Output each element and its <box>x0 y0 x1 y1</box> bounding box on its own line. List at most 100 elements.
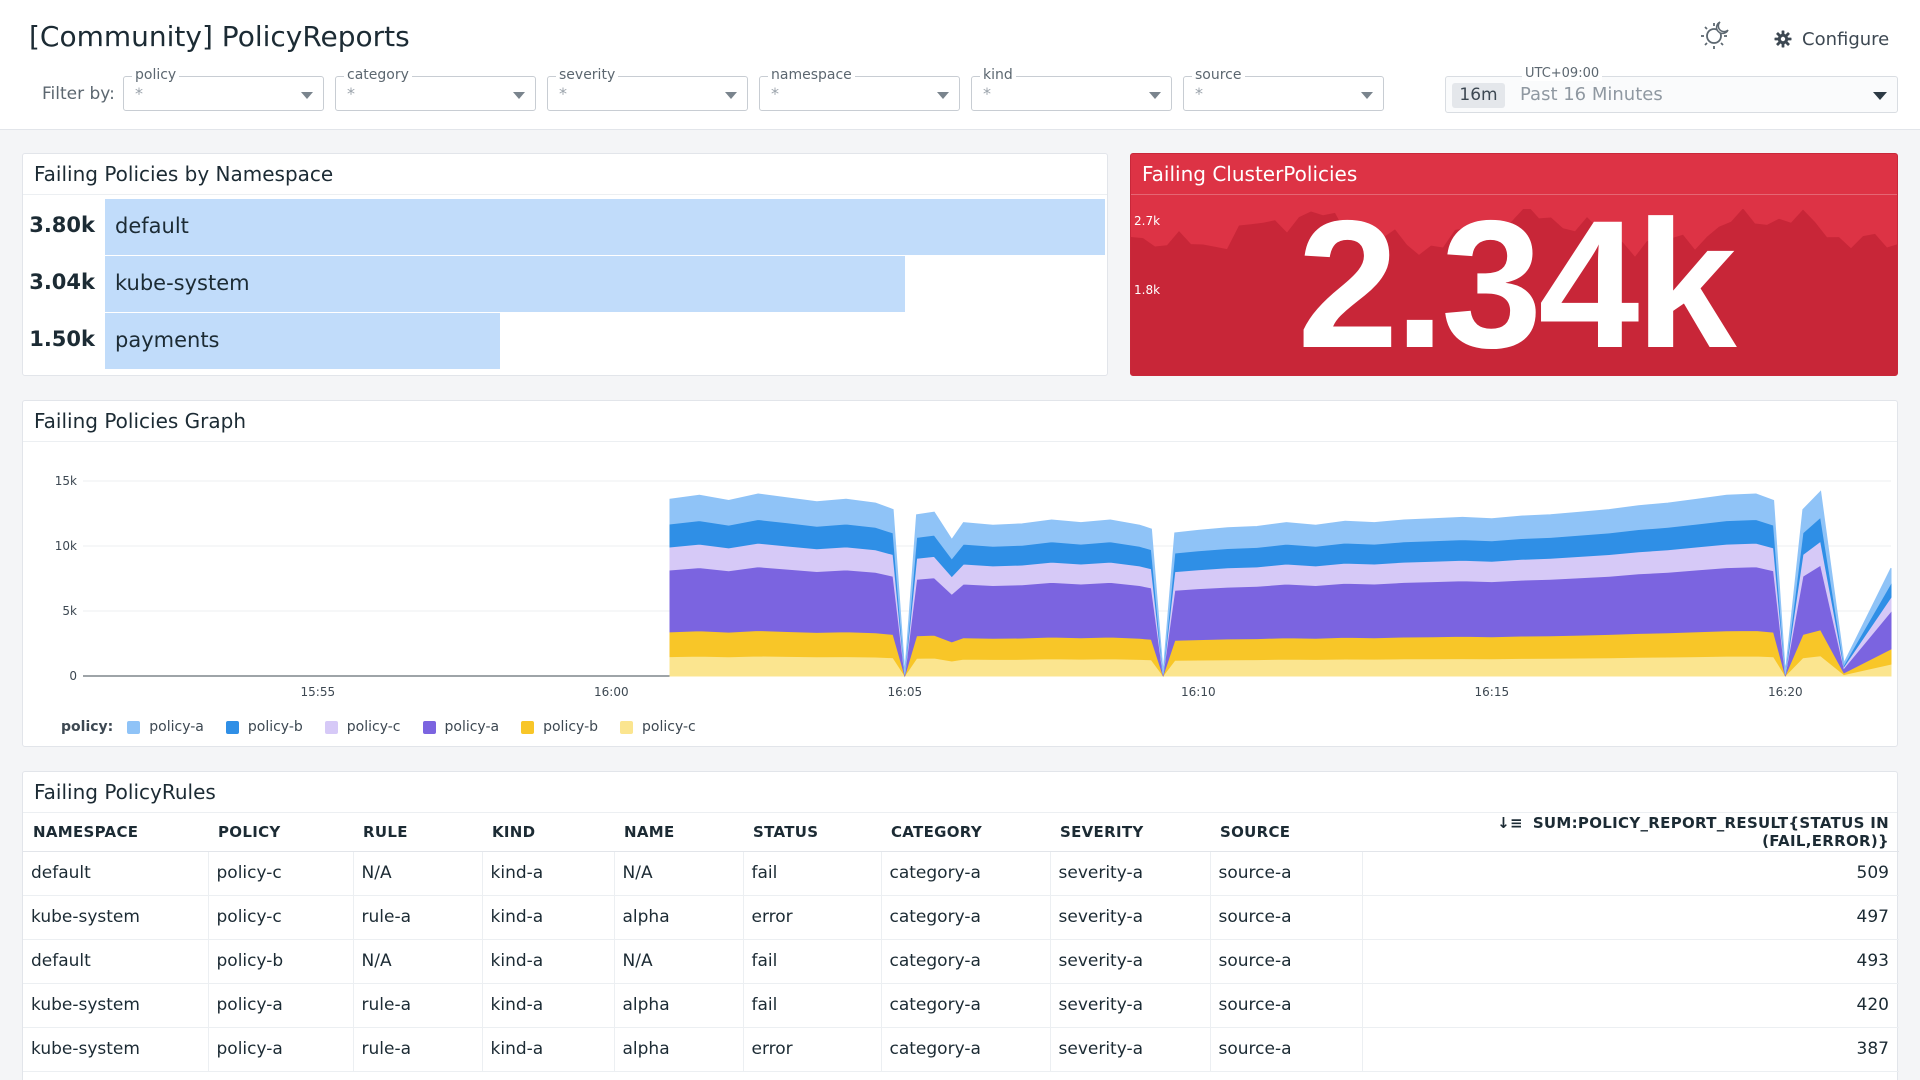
column-header-source[interactable]: SOURCE <box>1210 813 1362 852</box>
cell-namespace: kube-system <box>23 1027 209 1072</box>
filter-value: * <box>1195 84 1203 103</box>
cell-rule: N/A <box>353 851 483 896</box>
cell-kind: kind-a <box>482 983 615 1028</box>
legend-label: policy-a <box>149 719 204 735</box>
legend-item[interactable]: policy-a <box>127 719 204 735</box>
cell-policy: policy-c <box>208 895 354 940</box>
legend-item[interactable]: policy-c <box>324 719 401 735</box>
dashboard-header: [Community] PolicyReports <box>0 0 1920 130</box>
column-header-name[interactable]: NAME <box>614 813 743 852</box>
cell-value: 420 <box>1362 983 1899 1028</box>
cell-status: fail <box>743 939 882 984</box>
cell-status: error <box>743 1027 882 1072</box>
legend-label: policy-b <box>247 719 303 735</box>
x-tick-label: 16:10 <box>1181 685 1216 699</box>
cell-category: category-a <box>881 983 1051 1028</box>
divider <box>23 812 1897 813</box>
cell-name: alpha <box>614 983 744 1028</box>
column-header-severity[interactable]: SEVERITY <box>1050 813 1210 852</box>
column-header-rule[interactable]: RULE <box>353 813 482 852</box>
cell-category: category-a <box>881 1027 1051 1072</box>
legend-swatch <box>324 720 338 734</box>
cell-category: category-a <box>881 939 1051 984</box>
toplist-row[interactable]: 3.04k kube-system <box>23 256 1109 312</box>
failing-clusterpolicies-widget: Failing ClusterPolicies 2.7k 1.8k 2.34k <box>1130 153 1898 376</box>
sort-descending-icon: ↓≡ <box>1497 813 1523 832</box>
policyrules-table: NAMESPACE POLICY RULE KIND NAME STATUS C… <box>23 813 1899 1072</box>
legend-swatch <box>521 720 535 734</box>
cell-rule: rule-a <box>353 983 483 1028</box>
toplist-value: 1.50k <box>29 327 95 351</box>
chevron-down-icon <box>301 92 313 99</box>
cell-status: fail <box>743 983 882 1028</box>
configure-button[interactable]: Configure <box>1774 26 1889 52</box>
filter-label: kind <box>980 67 1016 83</box>
legend-item[interactable]: policy-a <box>422 719 499 735</box>
table-row[interactable]: default policy-b N/A kind-a N/A fail category-… <box>23 939 1899 984</box>
table-row[interactable]: kube-system policy-a rule-a kind-a alpha erro… <box>23 1027 1899 1072</box>
cell-policy: policy-a <box>208 1027 354 1072</box>
legend-swatch <box>620 720 634 734</box>
cell-value: 493 <box>1362 939 1899 984</box>
widget-title: Failing PolicyRules <box>34 780 216 804</box>
dashboard-title: [Community] PolicyReports <box>29 20 410 53</box>
cell-value: 387 <box>1362 1027 1899 1072</box>
failing-policies-graph-widget: Failing Policies Graph 0 5k 10k 15k 15:55 16:… <box>22 400 1898 747</box>
widget-title: Failing Policies Graph <box>34 409 247 433</box>
gear-icon <box>1774 30 1792 48</box>
policy-filter[interactable]: policy * <box>123 67 324 111</box>
cell-status: fail <box>743 851 882 896</box>
chevron-down-icon <box>1149 92 1161 99</box>
column-header-sum[interactable]: ↓≡ SUM:POLICY_REPORT_RESULT{STATUS IN (FA… <box>1362 813 1899 852</box>
legend-item[interactable]: policy-c <box>620 719 696 735</box>
legend-label: policy-c <box>642 719 696 735</box>
cell-kind: kind-a <box>482 895 615 940</box>
legend-item[interactable]: policy-b <box>521 719 598 735</box>
widget-title: Failing Policies by Namespace <box>34 162 334 186</box>
filter-label: namespace <box>768 67 855 83</box>
toplist-label: default <box>115 214 189 238</box>
legend-item[interactable]: policy-b <box>225 719 303 735</box>
series-area-policy-a[interactable] <box>669 490 1892 674</box>
filter-by-label: Filter by: <box>42 84 115 104</box>
category-filter[interactable]: category * <box>335 67 536 111</box>
divider <box>23 194 1107 195</box>
legend-label: policy-b <box>543 719 599 735</box>
kind-filter[interactable]: kind * <box>971 67 1172 111</box>
severity-filter[interactable]: severity * <box>547 67 748 111</box>
toplist-row[interactable]: 3.80k default <box>23 199 1109 255</box>
divider <box>1131 194 1897 195</box>
table-row[interactable]: kube-system policy-c rule-a kind-a alpha erro… <box>23 895 1899 940</box>
column-header-status[interactable]: STATUS <box>743 813 881 852</box>
toplist-label: payments <box>115 328 220 352</box>
filter-label: source <box>1192 67 1245 83</box>
column-header-namespace[interactable]: NAMESPACE <box>23 813 208 852</box>
toplist-row[interactable]: 1.50k payments <box>23 313 1109 369</box>
y-tick-label: 5k <box>62 604 77 618</box>
cell-category: category-a <box>881 851 1051 896</box>
cell-kind: kind-a <box>482 939 615 984</box>
filter-label: severity <box>556 67 619 83</box>
column-header-category[interactable]: CATEGORY <box>881 813 1050 852</box>
sparkline-y-label: 2.7k <box>1134 214 1161 228</box>
time-range-picker[interactable]: UTC+09:00 16m Past 16 Minutes <box>1445 67 1898 113</box>
theme-toggle-button[interactable] <box>1700 18 1732 54</box>
failing-policyrules-widget: Failing PolicyRules NAMESPACE POLICY RUL… <box>22 771 1899 1080</box>
table-row[interactable]: default policy-c N/A kind-a N/A fail category-… <box>23 851 1899 896</box>
cell-status: error <box>743 895 882 940</box>
column-header-kind[interactable]: KIND <box>482 813 614 852</box>
cell-name: N/A <box>614 851 744 896</box>
source-filter[interactable]: source * <box>1183 67 1384 111</box>
cell-namespace: default <box>23 851 209 896</box>
timeseries-chart[interactable]: 0 5k 10k 15k 15:55 16:00 16:05 16:10 16:15 16:20 <box>23 401 1899 701</box>
cell-kind: kind-a <box>482 851 615 896</box>
timezone-label: UTC+09:00 <box>1522 67 1603 81</box>
x-tick-label: 16:20 <box>1768 685 1803 699</box>
namespace-filter[interactable]: namespace * <box>759 67 960 111</box>
x-tick-label: 15:55 <box>301 685 336 699</box>
column-header-policy[interactable]: POLICY <box>208 813 353 852</box>
cell-kind: kind-a <box>482 1027 615 1072</box>
table-row[interactable]: kube-system policy-a rule-a kind-a alpha fail… <box>23 983 1899 1028</box>
cell-name: alpha <box>614 895 744 940</box>
chevron-down-icon <box>1361 92 1373 99</box>
